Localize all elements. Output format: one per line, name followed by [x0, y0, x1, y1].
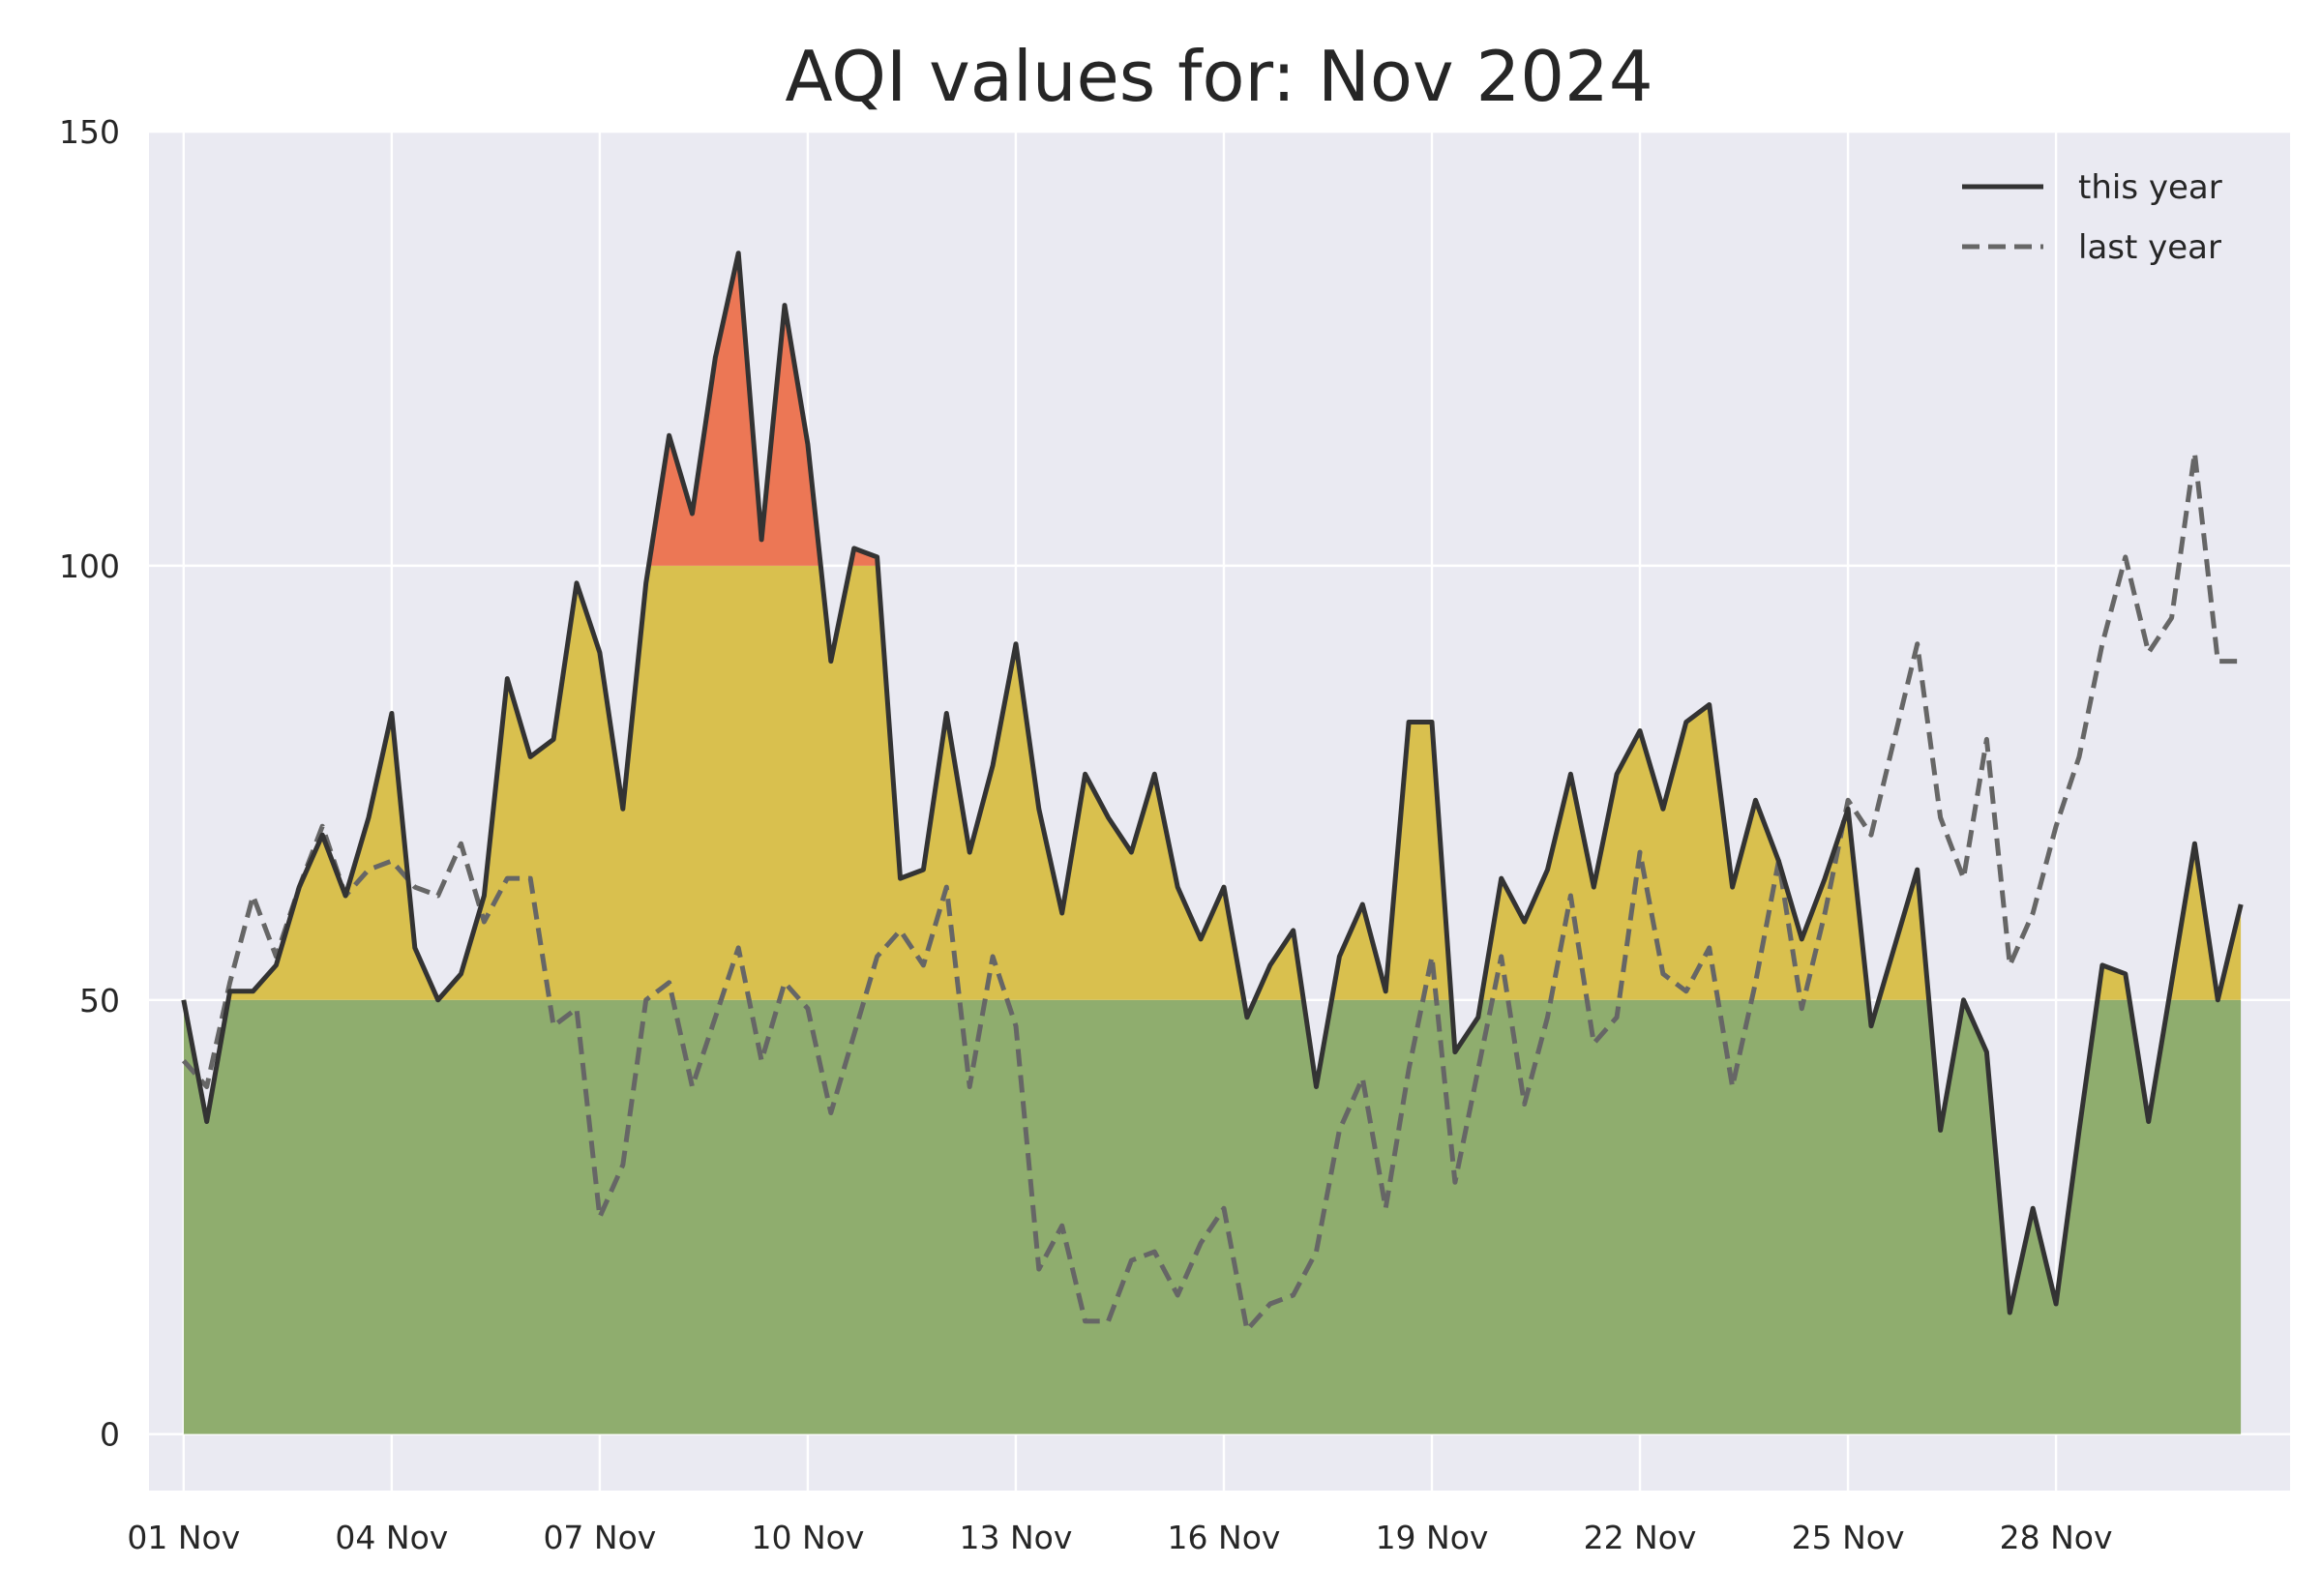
x-tick-label: 19 Nov: [1376, 1519, 1489, 1556]
chart-title: AQI values for: Nov 2024: [785, 36, 1652, 117]
x-tick-label: 28 Nov: [2000, 1519, 2113, 1556]
y-tick-label: 100: [59, 547, 120, 585]
x-tick-label: 16 Nov: [1168, 1519, 1281, 1556]
x-tick-label: 07 Nov: [543, 1519, 656, 1556]
x-tick-label: 22 Nov: [1584, 1519, 1697, 1556]
x-tick-label: 04 Nov: [335, 1519, 448, 1556]
y-tick-label: 0: [100, 1416, 120, 1454]
x-axis-ticks: 01 Nov 04 Nov 07 Nov 10 Nov 13 Nov 16 Nov 19 N…: [127, 1519, 2112, 1556]
series-line-this-year: [181, 251, 2244, 1315]
legend: this year last year: [1962, 168, 2222, 267]
x-tick-label: 25 Nov: [1792, 1519, 1905, 1556]
y-tick-label: 150: [59, 113, 120, 151]
y-axis-ticks: 0 50 100 150: [59, 113, 120, 1454]
legend-label-this-year: this year: [2078, 168, 2222, 207]
series-layer: [181, 251, 2244, 1333]
x-tick-label: 01 Nov: [127, 1519, 240, 1556]
x-tick-label: 10 Nov: [751, 1519, 864, 1556]
x-tick-label: 13 Nov: [960, 1519, 1073, 1556]
series-line-last-year: [181, 450, 2242, 1333]
aqi-band-0-50: [183, 999, 2242, 1434]
legend-label-last-year: last year: [2078, 228, 2221, 267]
y-tick-label: 50: [79, 982, 120, 1020]
